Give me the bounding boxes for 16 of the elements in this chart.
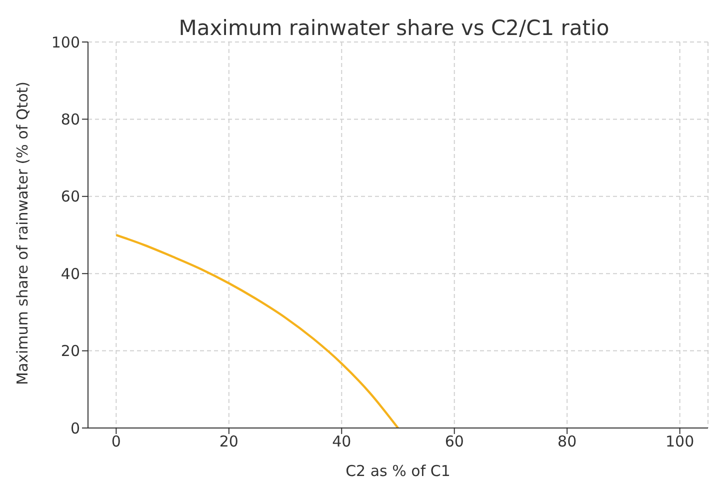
y-tick-label: 40 [60,264,80,283]
y-tick-label: 20 [60,342,80,360]
y-axis-title: Maximum share of rainwater (% of Qtot) [13,82,32,385]
y-tick-label: 60 [60,188,80,206]
x-tick-label: 20 [219,432,238,451]
x-tick-label: 60 [444,432,464,451]
x-tick-label: 40 [332,432,352,451]
y-tick-label: 100 [51,33,80,52]
y-tick-label: 80 [60,110,80,129]
y-tick-label: 0 [70,419,80,438]
x-tick-label: 80 [558,432,577,451]
line-series [115,234,400,428]
x-tick-label: 100 [666,432,694,451]
x-axis-title: C2 as % of C1 [346,462,450,480]
chart-title: Maximum rainwater share vs C2/C1 ratio [178,16,610,40]
x-tick-label: 0 [111,432,121,451]
